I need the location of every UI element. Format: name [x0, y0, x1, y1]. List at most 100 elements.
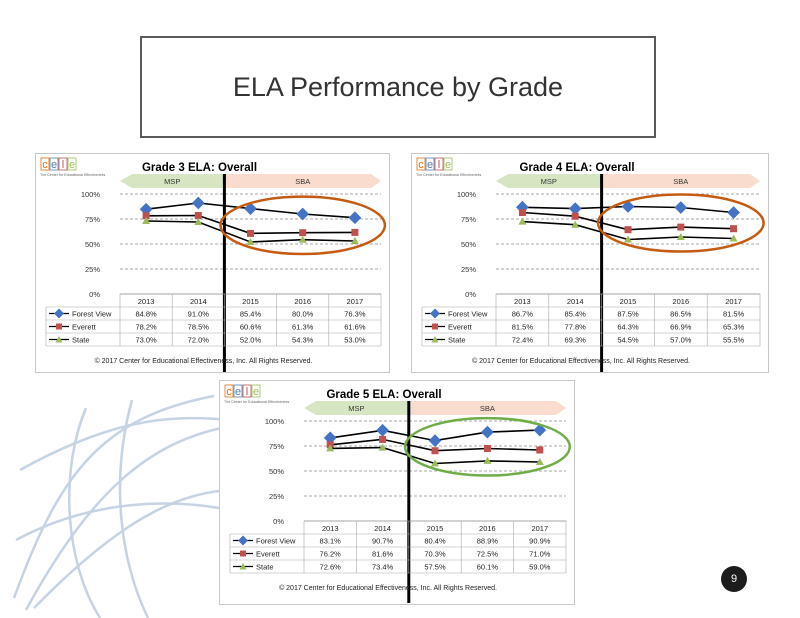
- logo-box: [251, 384, 261, 398]
- legend-label-state: State: [72, 336, 90, 345]
- legend-label-everett: Everett: [72, 323, 97, 332]
- slide-title-box: ELA Performance by Grade: [140, 36, 656, 138]
- data-label: 88.9%: [477, 537, 499, 546]
- copyright-footer: © 2017 Center for Educational Effectiven…: [95, 357, 313, 365]
- x-tick-label: 2014: [374, 524, 391, 533]
- point-forest-view: [244, 202, 257, 215]
- sba-arrow-label: SBA: [480, 404, 495, 413]
- point-state: [518, 217, 527, 225]
- data-label: 57.5%: [424, 563, 446, 572]
- y-tick-label: 100%: [457, 190, 477, 199]
- y-tick-label: 75%: [269, 442, 284, 451]
- logo-letter: e: [445, 159, 451, 171]
- point-everett: [299, 229, 307, 237]
- sba-arrow: [408, 401, 566, 415]
- data-label: 52.0%: [240, 336, 262, 345]
- data-label: 57.0%: [670, 336, 692, 345]
- legend-label-everett: Everett: [256, 550, 281, 559]
- data-label: 54.3%: [292, 336, 314, 345]
- point-everett: [431, 447, 439, 455]
- x-tick-label: 2017: [725, 297, 742, 306]
- legend-marker-forest-view: [54, 308, 64, 319]
- sba-arrow-label: SBA: [295, 177, 310, 186]
- logo-box: [58, 157, 68, 171]
- data-table: 2013 2014 2015 2016 2017 Forest View 83.1% 90.7…: [229, 520, 567, 574]
- data-label: 85.4%: [565, 310, 587, 319]
- point-state: [298, 235, 307, 243]
- point-state: [571, 220, 580, 228]
- y-tick-label: 0%: [465, 290, 476, 299]
- logo-tagline: The Center for Educational Effectiveness: [40, 173, 105, 177]
- point-everett: [536, 446, 544, 454]
- data-label: 90.9%: [529, 537, 551, 546]
- chart-panel-grade3: c e l e The Center for Educational Effective…: [35, 153, 390, 373]
- page-number-badge: 9: [721, 566, 747, 592]
- logo-letter: c: [418, 159, 424, 171]
- data-label: 72.4%: [512, 336, 534, 345]
- data-table: 2013 2014 2015 2016 2017 Forest View 84.8% 91.0…: [45, 293, 382, 347]
- data-label: 61.6%: [344, 323, 366, 332]
- point-everett: [142, 212, 150, 220]
- point-everett: [624, 226, 632, 234]
- logo-box: [443, 157, 453, 171]
- point-everett: [571, 212, 579, 220]
- data-label: 72.0%: [188, 336, 210, 345]
- point-state: [142, 217, 151, 224]
- x-tick-label: 2015: [620, 297, 637, 306]
- data-label: 81.5%: [512, 323, 534, 332]
- logo-box: [67, 157, 77, 171]
- point-forest-view: [191, 196, 205, 210]
- msp-arrow: [120, 174, 225, 188]
- logo-letter: e: [235, 386, 241, 398]
- msp-arrow: [304, 401, 409, 415]
- x-tick-label: 2017: [531, 524, 548, 533]
- logo-letter: l: [438, 159, 440, 171]
- data-label: 86.7%: [512, 310, 534, 319]
- data-label: 73.0%: [135, 336, 157, 345]
- point-state: [194, 218, 203, 225]
- logo-letter: c: [226, 386, 232, 398]
- sba-arrow: [224, 174, 381, 188]
- x-tick-label: 2015: [427, 524, 444, 533]
- x-tick-label: 2013: [514, 297, 531, 306]
- legend-label-state: State: [256, 563, 274, 572]
- legend-marker-everett: [240, 550, 246, 557]
- data-label: 76.2%: [320, 550, 342, 559]
- logo-tagline: The Center for Educational Effectiveness: [416, 173, 481, 177]
- logo-box: [49, 157, 59, 171]
- data-label: 81.6%: [372, 550, 394, 559]
- point-state: [431, 459, 439, 467]
- logo-letter: e: [427, 159, 433, 171]
- data-label: 69.3%: [565, 336, 587, 345]
- chart-panel-grade4: c e l e The Center for Educational Effective…: [411, 153, 769, 373]
- data-label: 59.0%: [529, 563, 551, 572]
- legend-label-forest-view: Forest View: [256, 537, 296, 546]
- data-label: 76.3%: [344, 310, 366, 319]
- y-tick-label: 100%: [265, 417, 285, 426]
- msp-arrow: [496, 174, 602, 188]
- data-label: 90.7%: [372, 537, 394, 546]
- point-state: [676, 233, 685, 240]
- copyright-footer: © 2017 Center for Educational Effectiven…: [279, 584, 497, 592]
- data-label: 73.4%: [372, 563, 394, 572]
- x-tick-label: 2014: [190, 297, 207, 306]
- legend-label-everett: Everett: [448, 323, 473, 332]
- y-tick-label: 25%: [461, 265, 476, 274]
- y-tick-label: 0%: [273, 517, 284, 526]
- point-state: [378, 443, 387, 451]
- logo-letter: l: [246, 386, 248, 398]
- legend-marker-everett: [56, 323, 62, 330]
- legend-label-forest-view: Forest View: [448, 310, 488, 319]
- data-label: 87.5%: [617, 310, 639, 319]
- point-state: [624, 235, 632, 243]
- logo-letter: e: [51, 159, 57, 171]
- highlight-oval: [403, 416, 572, 477]
- data-label: 60.1%: [477, 563, 499, 572]
- logo-box: [416, 157, 426, 171]
- x-tick-label: 2017: [347, 297, 364, 306]
- point-forest-view: [674, 201, 688, 214]
